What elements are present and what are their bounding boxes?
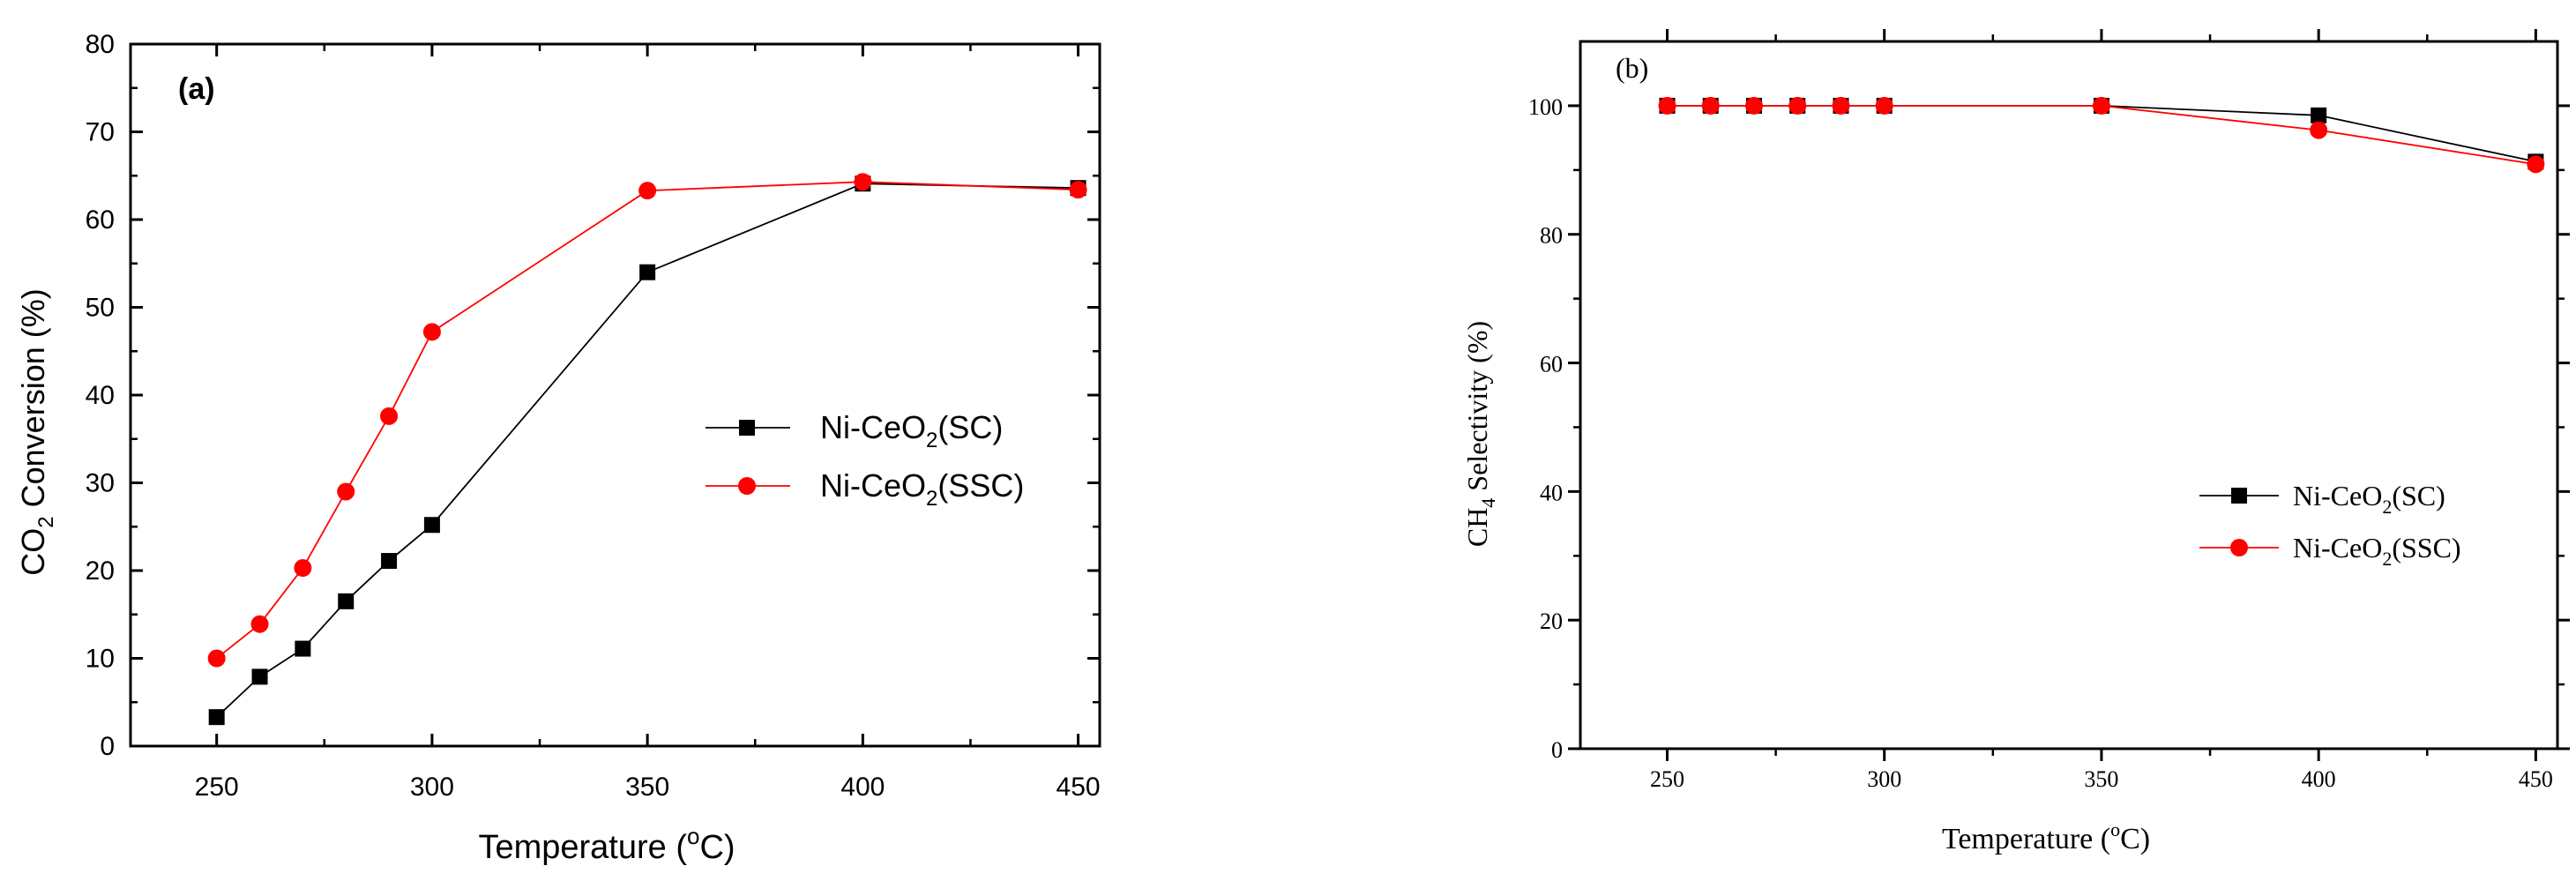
y-tick-label: 0 (100, 732, 115, 761)
panel-b-y-axis-label: CH4 Selectivity (%) (1461, 321, 1499, 547)
x-tick-label: 400 (2302, 766, 2336, 792)
data-point-ssc (1658, 96, 1676, 115)
data-point-sc (639, 264, 656, 280)
data-point-ssc (638, 182, 657, 200)
x-tick-label: 450 (2519, 766, 2553, 792)
legend-b-ssc-label: Ni-CeO2(SSC) (2293, 532, 2461, 570)
data-point-ssc (207, 649, 226, 668)
legend-b-sc-label: Ni-CeO2(SC) (2293, 480, 2445, 518)
data-point-ssc (294, 559, 312, 578)
data-point-sc (2311, 107, 2327, 123)
y-tick-label: 10 (86, 645, 115, 674)
y-tick-label: 30 (86, 469, 115, 498)
legend-sc-square-marker (739, 420, 755, 436)
data-point-ssc (1875, 96, 1893, 115)
x-tick-label: 300 (1867, 766, 1901, 792)
panel-b-ch4-selectivity-chart: 250 300 350 400 450 0 20 40 60 80 100 (b) CH4 Sele… (1461, 29, 2570, 855)
legend-ssc-circle-marker (738, 477, 756, 495)
y-tick-label: 100 (1528, 94, 1563, 120)
panel-a-series (207, 173, 1087, 726)
y-tick-label: 0 (1551, 737, 1563, 763)
panel-a-x-axis-label: Temperature (oC) (478, 823, 735, 866)
y-tick-label: 60 (1540, 352, 1563, 377)
legend-b-sc-square-marker (2231, 488, 2247, 504)
data-point-sc (381, 553, 398, 570)
x-tick-label: 450 (1057, 773, 1101, 802)
data-point-sc (423, 517, 440, 534)
x-tick-label: 300 (410, 773, 454, 802)
data-point-sc (338, 593, 355, 609)
y-tick-label: 20 (1540, 608, 1563, 634)
x-tick-label: 250 (1650, 766, 1684, 792)
y-tick-label: 80 (86, 30, 115, 59)
data-point-ssc (1069, 181, 1087, 199)
y-tick-label: 40 (86, 381, 115, 410)
plot-frame (1579, 40, 2559, 750)
data-point-ssc (1744, 96, 1763, 115)
data-point-ssc (2092, 96, 2110, 115)
panel-b-legend: Ni-CeO2(SC) Ni-CeO2(SSC) (2199, 480, 2461, 570)
data-point-ssc (1832, 96, 1850, 115)
data-point-ssc (2310, 121, 2328, 139)
data-point-sc (251, 668, 268, 685)
panel-b-axes: 250 300 350 400 450 0 20 40 60 80 100 (1528, 29, 2570, 792)
series-line-sc (216, 183, 1079, 718)
data-point-ssc (2527, 155, 2545, 174)
y-tick-label: 70 (86, 118, 115, 147)
data-point-ssc (337, 482, 355, 501)
panel-b-x-axis-label: Temperature (oC) (1942, 818, 2150, 855)
y-tick-label: 50 (86, 294, 115, 323)
data-point-sc (208, 709, 225, 726)
y-tick-label: 40 (1540, 480, 1563, 505)
y-tick-label: 20 (86, 556, 115, 586)
legend-b-ssc-circle-marker (2230, 539, 2248, 556)
data-point-ssc (1701, 96, 1720, 115)
x-tick-label: 250 (195, 773, 239, 802)
data-point-ssc (250, 615, 269, 633)
x-tick-label: 350 (625, 773, 669, 802)
panel-a-legend: Ni-CeO2(SC) Ni-CeO2(SSC) (706, 409, 1024, 511)
legend-ssc-label: Ni-CeO2(SSC) (820, 467, 1024, 511)
data-point-ssc (854, 173, 872, 191)
panel-a-axes: 250 300 350 400 450 0 10 20 30 40 50 60 70 80 (86, 30, 1101, 802)
panel-b-label: (b) (1616, 52, 1648, 84)
x-tick-label: 400 (840, 773, 885, 802)
data-point-sc (295, 640, 311, 657)
y-tick-label: 80 (1540, 223, 1563, 249)
data-point-ssc (380, 407, 399, 425)
data-point-ssc (422, 323, 441, 341)
plot-frame (129, 42, 1101, 748)
panel-a-label: (a) (178, 72, 215, 106)
panel-a-y-axis-label: CO2 Conversion (%) (15, 288, 58, 575)
panel-b-series (1658, 96, 2545, 174)
x-tick-label: 350 (2084, 766, 2118, 792)
y-tick-label: 60 (86, 205, 115, 235)
legend-sc-label: Ni-CeO2(SC) (820, 409, 1003, 452)
data-point-ssc (1788, 96, 1807, 115)
panel-a-co2-conversion-chart: 250 300 350 400 450 0 10 20 30 40 50 60 70 80 (a) CO2… (15, 30, 1101, 866)
